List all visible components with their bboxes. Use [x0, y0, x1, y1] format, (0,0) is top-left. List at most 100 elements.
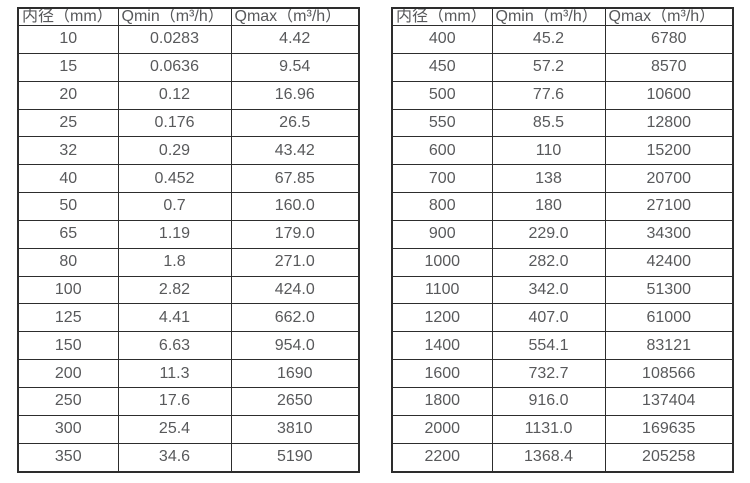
table-cell: 65 [17, 219, 119, 249]
table-cell: 0.12 [117, 80, 232, 110]
table-cell: 400 [391, 25, 493, 54]
table-row: 450 57.2 8570 [391, 52, 734, 82]
column-header: Qmax（m³/h） [604, 7, 734, 26]
table-row: 350 34.6 5190 [17, 442, 360, 473]
table-row: 125 4.41 662.0 [17, 303, 360, 333]
table-row: 500 77.6 10600 [391, 80, 734, 110]
table-cell: 900 [391, 219, 493, 249]
table-row: 20 0.12 16.96 [17, 80, 360, 110]
table-cell: 77.6 [491, 80, 606, 110]
table-cell: 600 [391, 136, 493, 166]
table-row: 700 138 20700 [391, 164, 734, 194]
table-row: 1600 732.7 108566 [391, 359, 734, 388]
table-cell: 424.0 [230, 275, 360, 305]
table-row: 200 11.3 1690 [17, 359, 360, 388]
table-cell: 180 [491, 192, 606, 221]
table-cell: 0.176 [117, 108, 232, 138]
table-row: 80 1.8 271.0 [17, 247, 360, 277]
table-row: 1000 282.0 42400 [391, 247, 734, 277]
table-cell: 11.3 [117, 359, 232, 388]
table-row: 400 45.2 6780 [391, 25, 734, 54]
table-row: 65 1.19 179.0 [17, 219, 360, 249]
table-cell: 61000 [604, 303, 734, 333]
table-cell: 2.82 [117, 275, 232, 305]
table-cell: 20700 [604, 164, 734, 194]
table-cell: 10 [17, 25, 119, 54]
table-row: 2000 1131.0 169635 [391, 414, 734, 444]
table-row: 1200 407.0 61000 [391, 303, 734, 333]
table-cell: 150 [17, 331, 119, 361]
flow-spec-table-small-diameters: 内径（mm） Qmin（m³/h） Qmax（m³/h） 10 0.0283 4.42 15… [17, 7, 360, 473]
table-cell: 271.0 [230, 247, 360, 277]
table-cell: 1400 [391, 331, 493, 361]
table-row: 32 0.29 43.42 [17, 136, 360, 166]
table-cell: 20 [17, 80, 119, 110]
table-cell: 1200 [391, 303, 493, 333]
table-cell: 407.0 [491, 303, 606, 333]
table-cell: 282.0 [491, 247, 606, 277]
table-cell: 26.5 [230, 108, 360, 138]
table-cell: 9.54 [230, 52, 360, 82]
table-cell: 0.29 [117, 136, 232, 166]
table-cell: 700 [391, 164, 493, 194]
table-cell: 85.5 [491, 108, 606, 138]
table-cell: 34300 [604, 219, 734, 249]
table-cell: 42400 [604, 247, 734, 277]
table-cell: 169635 [604, 414, 734, 444]
table-cell: 10600 [604, 80, 734, 110]
table-cell: 45.2 [491, 25, 606, 54]
table-cell: 138 [491, 164, 606, 194]
table-cell: 100 [17, 275, 119, 305]
table-cell: 0.7 [117, 192, 232, 221]
column-header: 内径（mm） [17, 7, 119, 26]
table-cell: 350 [17, 442, 119, 473]
column-header: Qmin（m³/h） [117, 7, 232, 26]
table-cell: 25.4 [117, 414, 232, 444]
header-row: 内径（mm） Qmin（m³/h） Qmax（m³/h） [17, 7, 360, 26]
table-row: 900 229.0 34300 [391, 219, 734, 249]
table-cell: 15 [17, 52, 119, 82]
table-cell: 16.96 [230, 80, 360, 110]
table-cell: 5190 [230, 442, 360, 473]
table-cell: 800 [391, 192, 493, 221]
table-cell: 137404 [604, 386, 734, 416]
table-cell: 500 [391, 80, 493, 110]
header-row: 内径（mm） Qmin（m³/h） Qmax（m³/h） [391, 7, 734, 26]
table-cell: 732.7 [491, 359, 606, 388]
table-cell: 57.2 [491, 52, 606, 82]
table-cell: 2000 [391, 414, 493, 444]
table-cell: 954.0 [230, 331, 360, 361]
table-cell: 0.0636 [117, 52, 232, 82]
table-cell: 0.0283 [117, 25, 232, 54]
table-row: 300 25.4 3810 [17, 414, 360, 444]
table-cell: 342.0 [491, 275, 606, 305]
table-cell: 50 [17, 192, 119, 221]
table-cell: 1690 [230, 359, 360, 388]
table-row: 100 2.82 424.0 [17, 275, 360, 305]
table-row: 15 0.0636 9.54 [17, 52, 360, 82]
table-cell: 17.6 [117, 386, 232, 416]
table-cell: 554.1 [491, 331, 606, 361]
table-row: 50 0.7 160.0 [17, 192, 360, 221]
table-cell: 1131.0 [491, 414, 606, 444]
table-cell: 6.63 [117, 331, 232, 361]
table-row: 1800 916.0 137404 [391, 386, 734, 416]
table-cell: 110 [491, 136, 606, 166]
table-row: 25 0.176 26.5 [17, 108, 360, 138]
table-cell: 15200 [604, 136, 734, 166]
table-cell: 229.0 [491, 219, 606, 249]
table-cell: 250 [17, 386, 119, 416]
table-cell: 80 [17, 247, 119, 277]
table-cell: 108566 [604, 359, 734, 388]
table-cell: 160.0 [230, 192, 360, 221]
table-cell: 27100 [604, 192, 734, 221]
table-cell: 0.452 [117, 164, 232, 194]
table-cell: 2650 [230, 386, 360, 416]
table-cell: 1000 [391, 247, 493, 277]
table-cell: 34.6 [117, 442, 232, 473]
table-cell: 4.41 [117, 303, 232, 333]
table-row: 150 6.63 954.0 [17, 331, 360, 361]
table-cell: 205258 [604, 442, 734, 473]
table-cell: 12800 [604, 108, 734, 138]
table-cell: 51300 [604, 275, 734, 305]
